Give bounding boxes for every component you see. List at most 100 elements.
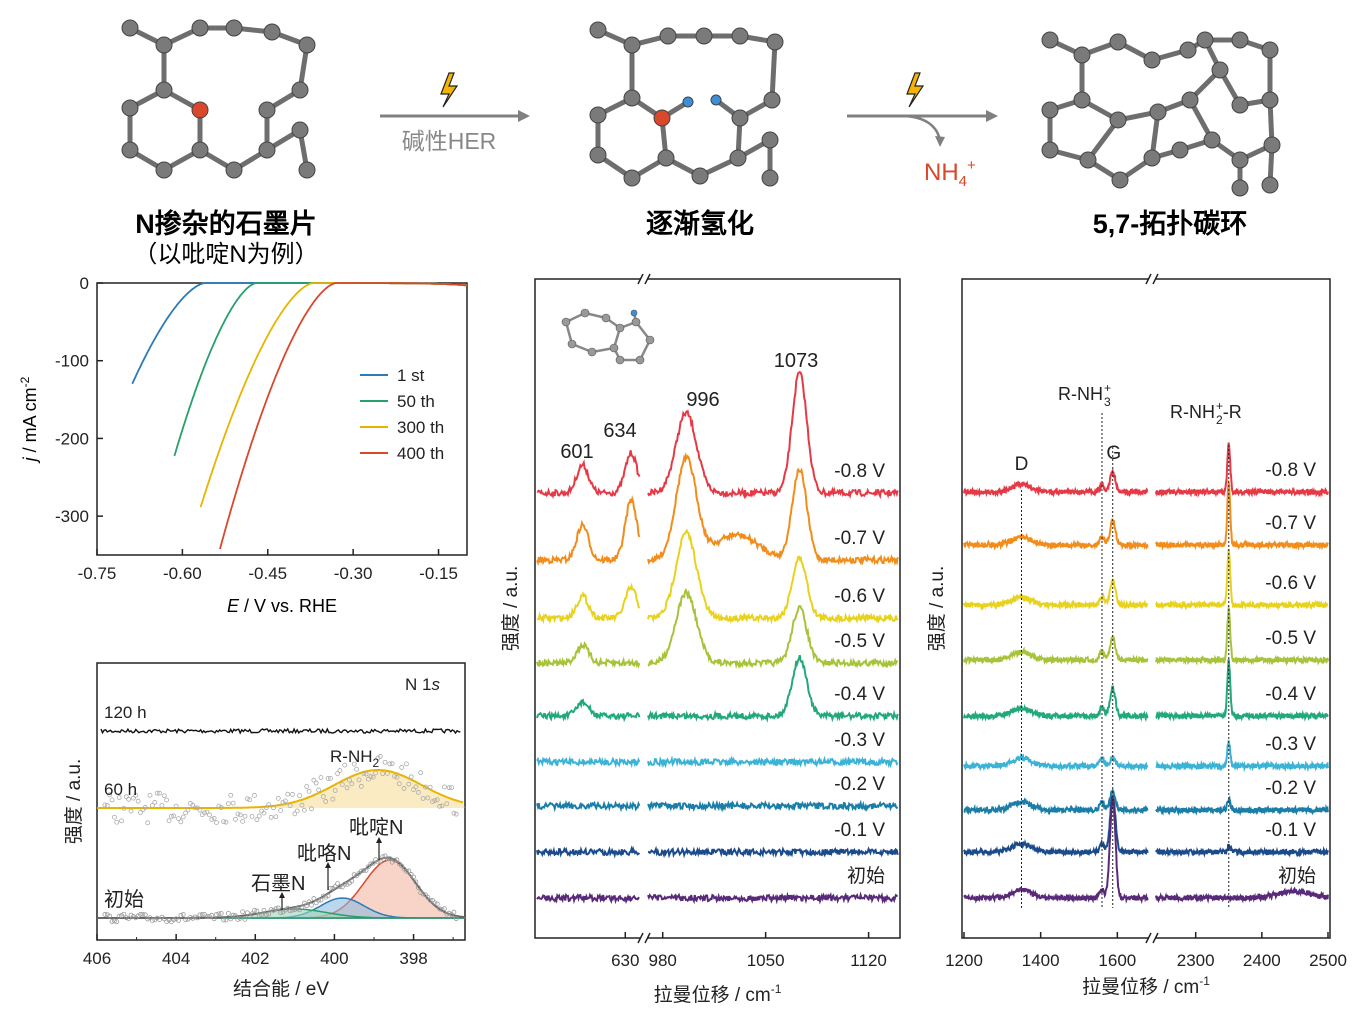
data-point bbox=[385, 770, 390, 776]
label-arrow-head bbox=[325, 862, 331, 868]
data-point bbox=[259, 912, 265, 918]
potential-label: -0.4 V bbox=[834, 684, 885, 705]
data-point bbox=[128, 912, 134, 918]
data-point bbox=[406, 781, 412, 787]
carbon-atom bbox=[191, 19, 209, 37]
xps-chart: 406 404 402 400 398 N 1s 120 h 60 h R-NH2 初始 吡啶N 吡咯… bbox=[63, 662, 467, 1000]
plot-frame bbox=[961, 278, 1331, 939]
data-point bbox=[423, 784, 428, 790]
spectrum-line bbox=[647, 370, 899, 500]
component-label: 吡咯N bbox=[297, 842, 351, 865]
data-point bbox=[138, 809, 143, 815]
spectrum-line bbox=[963, 634, 1149, 666]
data-point bbox=[330, 796, 336, 802]
x-tick-label: -0.15 bbox=[419, 564, 458, 583]
data-point bbox=[313, 780, 319, 786]
lightning-icon bbox=[440, 72, 459, 108]
potential-label: -0.6 V bbox=[834, 586, 885, 607]
carbon-atom bbox=[225, 19, 243, 37]
data-point bbox=[263, 805, 269, 811]
nitrogen-atom bbox=[653, 109, 671, 127]
data-point bbox=[275, 905, 281, 911]
carbon-atom bbox=[1181, 91, 1199, 109]
data-point bbox=[413, 879, 419, 885]
potential-label: -0.8 V bbox=[834, 461, 885, 482]
x-tick-label: 980 bbox=[649, 951, 677, 970]
trace-label: 初始 bbox=[104, 888, 144, 911]
data-point bbox=[183, 917, 189, 923]
spectrum-line bbox=[963, 795, 1149, 905]
data-point bbox=[387, 761, 393, 767]
data-point bbox=[415, 790, 421, 795]
data-point bbox=[109, 797, 115, 803]
axis-break bbox=[644, 273, 651, 285]
data-point bbox=[107, 792, 113, 798]
spectrum-line bbox=[536, 698, 641, 723]
carbon-atom bbox=[761, 131, 779, 149]
potential-label: -0.3 V bbox=[834, 730, 885, 751]
data-point bbox=[128, 808, 134, 814]
data-point bbox=[242, 813, 248, 819]
data-point bbox=[119, 818, 124, 824]
carbon-atom bbox=[1261, 41, 1279, 59]
data-point bbox=[351, 761, 357, 767]
data-point bbox=[294, 808, 300, 814]
data-point bbox=[192, 914, 198, 920]
data-point bbox=[292, 811, 298, 817]
carbon-atom bbox=[601, 313, 611, 323]
data-point bbox=[394, 857, 400, 863]
spectrum-line bbox=[963, 468, 1149, 498]
carbon-atom bbox=[1143, 149, 1161, 167]
data-point bbox=[256, 912, 262, 918]
data-point bbox=[368, 861, 374, 867]
data-point bbox=[382, 759, 388, 765]
peak-label: 601 bbox=[560, 441, 593, 463]
data-point bbox=[114, 819, 120, 825]
legend-label: 1 st bbox=[397, 366, 425, 385]
data-point bbox=[323, 894, 329, 900]
data-point bbox=[342, 762, 348, 768]
carbon-atom bbox=[731, 27, 749, 45]
data-point bbox=[197, 807, 203, 813]
data-point bbox=[261, 810, 267, 816]
spectrum-line bbox=[1155, 479, 1329, 551]
data-point bbox=[268, 907, 274, 913]
data-point bbox=[401, 786, 407, 791]
data-point bbox=[225, 801, 231, 807]
data-point bbox=[344, 785, 350, 791]
data-point bbox=[164, 919, 170, 925]
carbon-atom bbox=[766, 33, 784, 51]
data-point bbox=[223, 819, 229, 825]
y-tick-label: 0 bbox=[80, 274, 89, 293]
spectrum-line bbox=[536, 892, 640, 905]
data-point bbox=[370, 774, 376, 780]
data-point bbox=[254, 817, 260, 823]
data-point bbox=[339, 884, 345, 890]
data-point bbox=[332, 884, 338, 889]
component-label: 石墨N bbox=[251, 873, 305, 895]
data-point bbox=[204, 809, 210, 815]
potential-label: -0.1 V bbox=[834, 820, 885, 841]
data-point bbox=[273, 814, 279, 820]
data-point bbox=[306, 899, 312, 905]
data-point bbox=[361, 868, 367, 873]
data-point bbox=[242, 916, 248, 922]
carbon-atom bbox=[155, 81, 173, 99]
band-label-rnh2r: R-NH+ 2-R bbox=[1170, 399, 1242, 427]
data-point bbox=[119, 913, 124, 918]
spectrum-line bbox=[1155, 886, 1329, 904]
spectrum-line bbox=[536, 845, 641, 859]
axis-break-gap bbox=[1149, 930, 1155, 946]
data-point bbox=[385, 856, 390, 862]
data-point bbox=[140, 911, 146, 917]
label-sub: 2 bbox=[1216, 413, 1223, 427]
data-point bbox=[178, 819, 184, 825]
data-point bbox=[268, 814, 274, 820]
potential-label: -0.2 V bbox=[834, 774, 885, 795]
data-point bbox=[249, 813, 255, 819]
y-axis-label-sup: -2 bbox=[18, 376, 32, 387]
data-point bbox=[299, 904, 305, 910]
x-axis-label-sup: -1 bbox=[1199, 974, 1210, 988]
carbon-atom bbox=[298, 161, 316, 179]
data-point bbox=[304, 903, 310, 909]
